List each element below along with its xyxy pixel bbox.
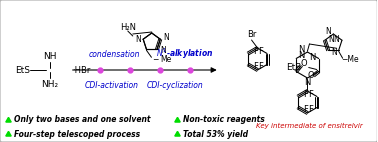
Text: N: N (309, 53, 316, 62)
Text: N: N (328, 35, 334, 44)
Text: N: N (326, 27, 332, 36)
Text: O: O (307, 71, 314, 80)
Text: N: N (298, 51, 305, 60)
Text: Key intermediate of ensitrelvir: Key intermediate of ensitrelvir (256, 123, 363, 129)
Text: condensation: condensation (89, 50, 141, 59)
Text: Four-step telescoped process: Four-step telescoped process (14, 130, 139, 139)
Text: ·HBr: ·HBr (72, 65, 90, 75)
Text: NH₂: NH₂ (41, 80, 59, 88)
Text: −: − (152, 55, 159, 64)
Text: Total 53% yield: Total 53% yield (183, 130, 248, 139)
Text: F: F (308, 90, 313, 99)
Text: F: F (303, 90, 308, 99)
Text: F: F (308, 105, 313, 114)
Text: N: N (333, 35, 339, 44)
Text: CDI-activation: CDI-activation (85, 81, 139, 89)
Text: EtS: EtS (286, 63, 301, 72)
Text: F: F (253, 62, 258, 71)
Text: Non-toxic reagents: Non-toxic reagents (183, 115, 265, 125)
Text: N: N (304, 78, 311, 86)
Text: F: F (258, 47, 263, 56)
Text: O: O (301, 59, 308, 68)
Text: F: F (253, 47, 258, 56)
Text: CDI-cyclization: CDI-cyclization (146, 81, 203, 89)
Text: N: N (331, 48, 337, 57)
Text: N: N (163, 33, 169, 42)
Text: H₂N: H₂N (120, 22, 136, 32)
Text: N: N (298, 44, 304, 54)
Text: F: F (303, 105, 308, 114)
Text: Me: Me (160, 55, 172, 64)
Text: $N^1$-alkylation: $N^1$-alkylation (156, 47, 213, 61)
Text: −Me: −Me (341, 55, 358, 64)
Text: F: F (258, 62, 263, 71)
Text: Br: Br (247, 30, 256, 38)
Text: NH: NH (43, 52, 57, 60)
Text: EtS: EtS (15, 65, 30, 75)
Text: N: N (135, 35, 141, 44)
Text: Only two bases and one solvent: Only two bases and one solvent (14, 115, 150, 125)
Text: N: N (160, 46, 166, 55)
